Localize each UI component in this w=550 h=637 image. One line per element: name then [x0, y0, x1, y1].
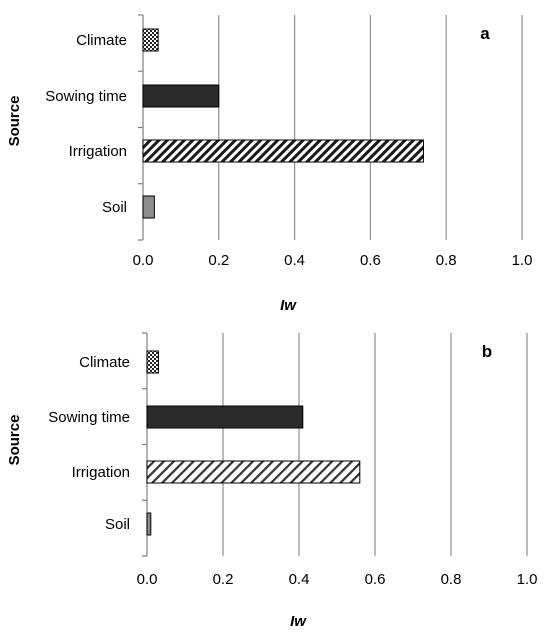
x-tick-labels-a: 0.0 0.2 0.4 0.6 0.8 1.0 — [133, 252, 533, 269]
category-label: Soil — [105, 516, 130, 533]
category-label: Irrigation — [72, 464, 130, 481]
x-tick-label: 1.0 — [512, 252, 533, 269]
grid-lines-b — [222, 333, 528, 556]
x-tick-label: 0.2 — [208, 252, 229, 269]
bars-a — [142, 28, 424, 219]
panel-label-a: a — [480, 24, 490, 43]
category-label: Climate — [76, 32, 127, 49]
category-label: Irrigation — [69, 143, 127, 160]
bars-b — [146, 350, 361, 536]
x-tick-label: 0.6 — [365, 571, 386, 588]
category-label: Climate — [79, 354, 130, 371]
y-axis-title-b: Source — [6, 415, 23, 466]
x-axis-title-a: Iw — [280, 297, 297, 314]
x-axis-title-b: Iw — [290, 613, 307, 630]
grid-lines-a — [218, 15, 523, 240]
panel-label-b: b — [482, 342, 492, 361]
bar-sowing-time — [146, 405, 304, 429]
bar-sowing-time — [142, 84, 220, 108]
bar-climate — [146, 350, 159, 374]
bar-irrigation — [146, 460, 361, 484]
x-tick-label: 0.6 — [360, 252, 381, 269]
x-tick-label: 0.0 — [137, 571, 158, 588]
category-label: Sowing time — [45, 88, 127, 105]
x-tick-label: 0.4 — [284, 252, 305, 269]
y-axis-title-a: Source — [6, 96, 23, 147]
category-label: Sowing time — [48, 409, 130, 426]
x-tick-label: 1.0 — [517, 571, 538, 588]
category-labels-a: Climate Sowing time Irrigation Soil — [45, 32, 127, 216]
x-tick-label: 0.8 — [441, 571, 462, 588]
bar-irrigation — [142, 139, 424, 163]
x-tick-label: 0.4 — [289, 571, 310, 588]
category-label: Soil — [102, 199, 127, 216]
bar-climate — [142, 28, 159, 52]
x-tick-label: 0.8 — [436, 252, 457, 269]
x-tick-label: 0.2 — [213, 571, 234, 588]
bar-soil — [146, 512, 152, 536]
category-labels-b: Climate Sowing time Irrigation Soil — [48, 354, 130, 533]
bar-soil — [142, 195, 155, 219]
x-tick-labels-b: 0.0 0.2 0.4 0.6 0.8 1.0 — [137, 571, 538, 588]
x-tick-label: 0.0 — [133, 252, 154, 269]
